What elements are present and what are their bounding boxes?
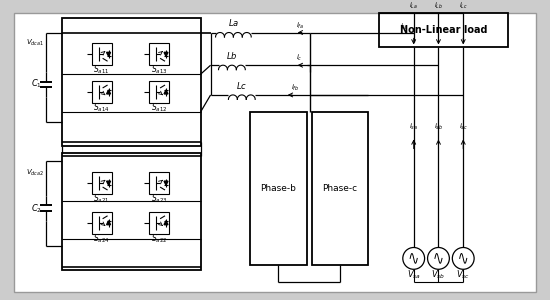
Bar: [250, 112, 307, 265]
Bar: [379, 13, 508, 47]
Polygon shape: [107, 90, 111, 94]
Text: $La$: $La$: [228, 17, 239, 28]
Text: $C_2$: $C_2$: [31, 202, 42, 215]
Bar: [62, 153, 201, 270]
Text: $S_{a12}$: $S_{a12}$: [151, 102, 167, 114]
Text: $S_{a11}$: $S_{a11}$: [94, 64, 110, 76]
Text: $Lb$: $Lb$: [226, 50, 237, 61]
Text: $i_{sc}$: $i_{sc}$: [459, 122, 468, 132]
Text: $S_{a24}$: $S_{a24}$: [94, 232, 110, 245]
Text: $S_{a14}$: $S_{a14}$: [94, 102, 110, 114]
Polygon shape: [164, 181, 168, 185]
Polygon shape: [107, 52, 111, 56]
Text: $S_{a22}$: $S_{a22}$: [151, 232, 167, 245]
Text: $i_{Lb}$: $i_{Lb}$: [434, 1, 443, 11]
Circle shape: [452, 248, 474, 269]
Text: $C_1$: $C_1$: [31, 78, 42, 90]
Bar: [92, 172, 112, 194]
Polygon shape: [164, 221, 168, 225]
Bar: [149, 81, 169, 103]
Text: $V_{dca2}$: $V_{dca2}$: [26, 168, 45, 178]
Text: $i_{sa}$: $i_{sa}$: [409, 122, 419, 132]
Bar: [312, 112, 368, 265]
Bar: [149, 172, 169, 194]
Bar: [92, 81, 112, 103]
Polygon shape: [164, 90, 168, 94]
Bar: [149, 212, 169, 234]
Text: $V_{dca1}$: $V_{dca1}$: [26, 37, 45, 47]
Text: $V_{sb}$: $V_{sb}$: [431, 269, 446, 281]
Text: Phase-b: Phase-b: [261, 184, 296, 193]
Bar: [149, 44, 169, 65]
Text: $i_{sb}$: $i_{sb}$: [434, 122, 443, 132]
Polygon shape: [107, 221, 111, 225]
Circle shape: [403, 248, 425, 269]
Text: $i_{La}$: $i_{La}$: [409, 1, 418, 11]
Text: $i_{fa}$: $i_{fa}$: [400, 22, 408, 32]
Text: $S_{a21}$: $S_{a21}$: [94, 193, 110, 205]
Bar: [62, 18, 201, 146]
Text: $S_{a13}$: $S_{a13}$: [151, 64, 167, 76]
Circle shape: [427, 248, 449, 269]
Text: $i_{fb}$: $i_{fb}$: [290, 83, 299, 93]
Text: $S_{a23}$: $S_{a23}$: [151, 193, 167, 205]
Bar: [92, 44, 112, 65]
Text: $i_{fa}$: $i_{fa}$: [295, 20, 304, 31]
Text: Non-Linear load: Non-Linear load: [400, 25, 487, 35]
Text: $i_{Lc}$: $i_{Lc}$: [459, 1, 468, 11]
Text: Phase-c: Phase-c: [322, 184, 358, 193]
Text: $i_c$: $i_c$: [296, 53, 303, 63]
Polygon shape: [164, 52, 168, 56]
Text: $V_{sc}$: $V_{sc}$: [456, 269, 470, 281]
Bar: [92, 212, 112, 234]
Text: $V_{sa}$: $V_{sa}$: [406, 269, 421, 281]
Text: $Lc$: $Lc$: [236, 80, 247, 91]
Polygon shape: [107, 181, 111, 185]
